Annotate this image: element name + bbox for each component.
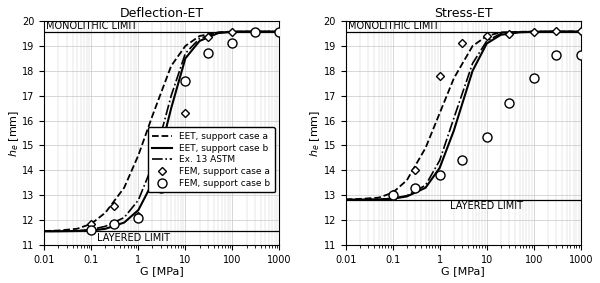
Y-axis label: $h_e$ [mm]: $h_e$ [mm] [308, 110, 322, 156]
Y-axis label: $h_e$ [mm]: $h_e$ [mm] [7, 110, 21, 156]
Text: MONOLITHIC LIMIT: MONOLITHIC LIMIT [46, 21, 137, 31]
Text: LAYERED LIMIT: LAYERED LIMIT [97, 233, 170, 243]
Text: MONOLITHIC LIMIT: MONOLITHIC LIMIT [347, 21, 439, 31]
Text: LAYERED LIMIT: LAYERED LIMIT [450, 201, 523, 211]
X-axis label: G [MPa]: G [MPa] [442, 266, 485, 276]
Title: Deflection-ET: Deflection-ET [120, 7, 204, 20]
Title: Stress-ET: Stress-ET [434, 7, 493, 20]
Legend: EET, support case a, EET, support case b, Ex. 13 ASTM, FEM, support case a, FEM,: EET, support case a, EET, support case b… [148, 127, 275, 192]
X-axis label: G [MPa]: G [MPa] [140, 266, 184, 276]
